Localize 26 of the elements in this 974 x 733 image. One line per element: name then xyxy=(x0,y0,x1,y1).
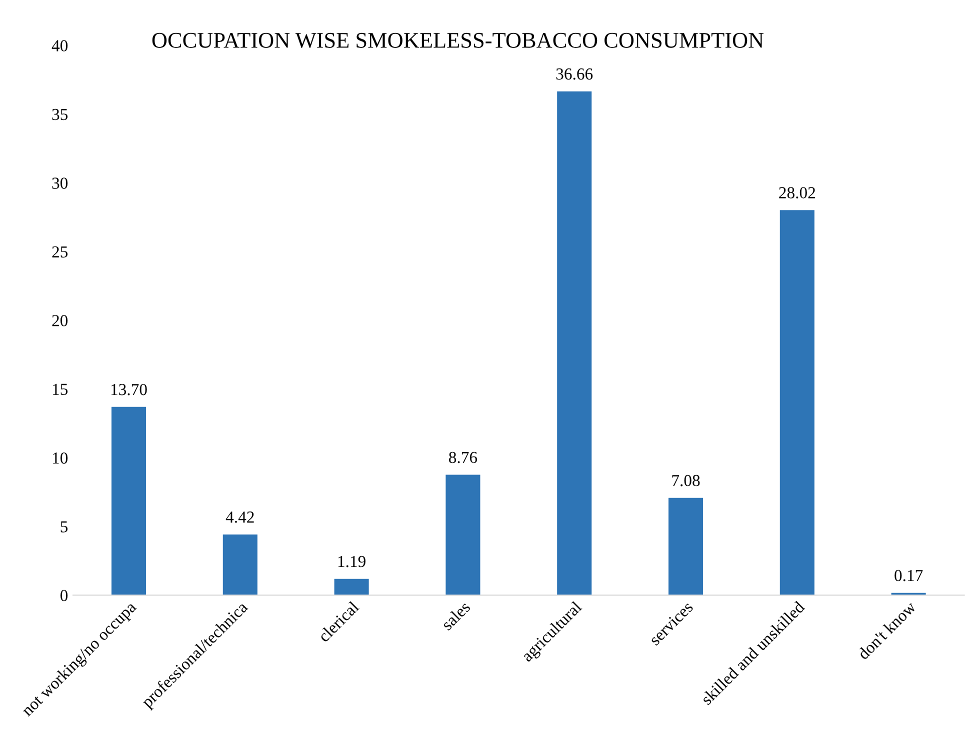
y-tick-label: 40 xyxy=(52,40,68,52)
bar xyxy=(780,210,814,596)
bar xyxy=(446,474,480,596)
bar xyxy=(334,578,369,596)
chart-title: OCCUPATION WISE SMOKELESS-TOBACCO CONSUMPTION xyxy=(152,32,764,48)
y-tick-label: 5 xyxy=(60,521,68,532)
data-label: 36.66 xyxy=(556,68,593,80)
data-label: 7.08 xyxy=(672,474,700,486)
data-label: 4.42 xyxy=(226,512,254,523)
y-tick-label: 35 xyxy=(52,108,68,120)
data-label: 28.02 xyxy=(779,187,815,198)
bar xyxy=(111,406,146,596)
data-label: 1.19 xyxy=(338,556,366,568)
data-label: 13.70 xyxy=(111,384,147,396)
data-label: 8.76 xyxy=(449,452,478,464)
y-tick-label: 25 xyxy=(52,246,68,258)
data-label: 0.17 xyxy=(894,570,923,582)
y-tick-label: 10 xyxy=(52,452,68,464)
bar xyxy=(222,534,258,596)
x-tick-label: sales xyxy=(440,600,471,631)
y-tick-label: 20 xyxy=(52,315,68,326)
y-tick-label: 15 xyxy=(52,384,68,395)
bar xyxy=(668,498,704,596)
bar xyxy=(557,91,592,596)
y-tick-label: 30 xyxy=(52,178,68,189)
y-tick-label: 0 xyxy=(60,590,68,602)
